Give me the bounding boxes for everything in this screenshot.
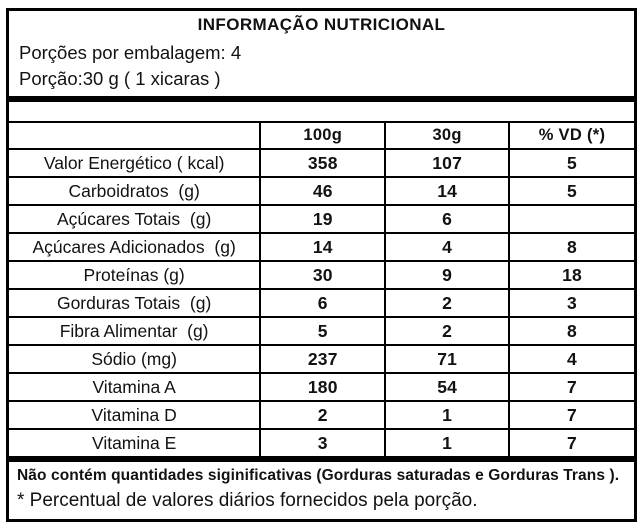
col-header-vd: % VD (*) <box>508 122 635 150</box>
value-30g-cell: 4 <box>384 232 510 262</box>
value-100g-cell: 237 <box>259 344 387 374</box>
value-vd-cell: 4 <box>508 344 635 374</box>
value-100g-cell: 14 <box>259 232 387 262</box>
nutrient-label-cell: Vitamina E <box>7 428 262 457</box>
nutrient-label-cell: Vitamina A <box>7 372 262 402</box>
value-vd-cell: 7 <box>508 372 635 402</box>
nutrient-label-cell: Açúcares Totais (g) <box>7 204 262 234</box>
value-vd-cell: 8 <box>508 316 635 346</box>
nutrient-label-cell: Sódio (mg) <box>7 344 262 374</box>
value-100g-cell: 5 <box>259 316 387 346</box>
col-header-100g: 100g <box>259 122 387 150</box>
table-row: Vitamina E 3 1 7 <box>7 428 635 457</box>
value-100g-cell: 6 <box>259 288 387 318</box>
nutrient-label-cell: Carboidratos (g) <box>7 176 262 206</box>
value-100g-cell: 358 <box>259 148 387 178</box>
table-row: Vitamina D 2 1 7 <box>7 400 635 430</box>
no-significant-amounts-note: Não contém quantidades siginificativas (… <box>17 467 620 484</box>
nutrient-label-cell: Proteínas (g) <box>7 260 262 290</box>
nutrient-label-cell: Fibra Alimentar (g) <box>7 316 262 346</box>
table-header-row: 100g 30g % VD (*) <box>7 122 635 150</box>
value-30g-cell: 71 <box>384 344 510 374</box>
value-30g-cell: 9 <box>384 260 510 290</box>
nutrition-table: 100g 30g % VD (*) Valor Energético ( kca… <box>7 122 635 457</box>
value-30g-cell: 14 <box>384 176 510 206</box>
value-30g-cell: 2 <box>384 288 510 318</box>
value-vd-cell: 8 <box>508 232 635 262</box>
daily-values-note: * Percentual de valores diários fornecid… <box>17 490 478 511</box>
nutrient-label-cell: Gorduras Totais (g) <box>7 288 262 318</box>
table-row: Gorduras Totais (g) 6 2 3 <box>7 288 635 318</box>
value-30g-cell: 1 <box>384 428 510 457</box>
col-header-blank <box>7 122 262 150</box>
label-title: INFORMAÇÃO NUTRICIONAL <box>197 15 446 34</box>
label-header-section: INFORMAÇÃO NUTRICIONAL Porções por embal… <box>9 11 634 96</box>
value-30g-cell: 2 <box>384 316 510 346</box>
section-divider-bottom <box>9 456 634 462</box>
value-100g-cell: 46 <box>259 176 387 206</box>
table-row: Carboidratos (g) 46 14 5 <box>7 176 635 206</box>
value-30g-cell: 54 <box>384 372 510 402</box>
table-row: Sódio (mg) 237 71 4 <box>7 344 635 374</box>
col-header-30g: 30g <box>384 122 510 150</box>
nutrition-label: INFORMAÇÃO NUTRICIONAL Porções por embal… <box>6 8 637 522</box>
table-row: Açúcares Adicionados (g) 14 4 8 <box>7 232 635 262</box>
value-30g-cell: 107 <box>384 148 510 178</box>
table-row: Proteínas (g) 30 9 18 <box>7 260 635 290</box>
empty-spacer-row <box>9 102 634 123</box>
value-vd-cell: 7 <box>508 428 635 457</box>
footnotes-section: Não contém quantidades siginificativas (… <box>9 462 634 519</box>
value-100g-cell: 30 <box>259 260 387 290</box>
section-divider-top <box>9 96 634 102</box>
value-100g-cell: 19 <box>259 204 387 234</box>
value-vd-cell: 5 <box>508 176 635 206</box>
table-row: Vitamina A 180 54 7 <box>7 372 635 402</box>
value-vd-cell: 7 <box>508 400 635 430</box>
table-row: Fibra Alimentar (g) 5 2 8 <box>7 316 635 346</box>
value-vd-cell: 18 <box>508 260 635 290</box>
nutrient-label-cell: Açúcares Adicionados (g) <box>7 232 262 262</box>
value-100g-cell: 180 <box>259 372 387 402</box>
table-row: Açúcares Totais (g) 19 6 <box>7 204 635 234</box>
table-row: Valor Energético ( kcal) 358 107 5 <box>7 148 635 178</box>
value-vd-cell <box>508 204 635 234</box>
value-vd-cell: 5 <box>508 148 635 178</box>
nutrient-label-cell: Vitamina D <box>7 400 262 430</box>
nutrient-label-cell: Valor Energético ( kcal) <box>7 148 262 178</box>
value-30g-cell: 1 <box>384 400 510 430</box>
value-30g-cell: 6 <box>384 204 510 234</box>
value-100g-cell: 2 <box>259 400 387 430</box>
servings-per-package-line: Porções por embalagem: 4 <box>19 42 242 63</box>
value-100g-cell: 3 <box>259 428 387 457</box>
portion-size-line: Porção:30 g ( 1 xicaras ) <box>19 68 221 89</box>
value-vd-cell: 3 <box>508 288 635 318</box>
